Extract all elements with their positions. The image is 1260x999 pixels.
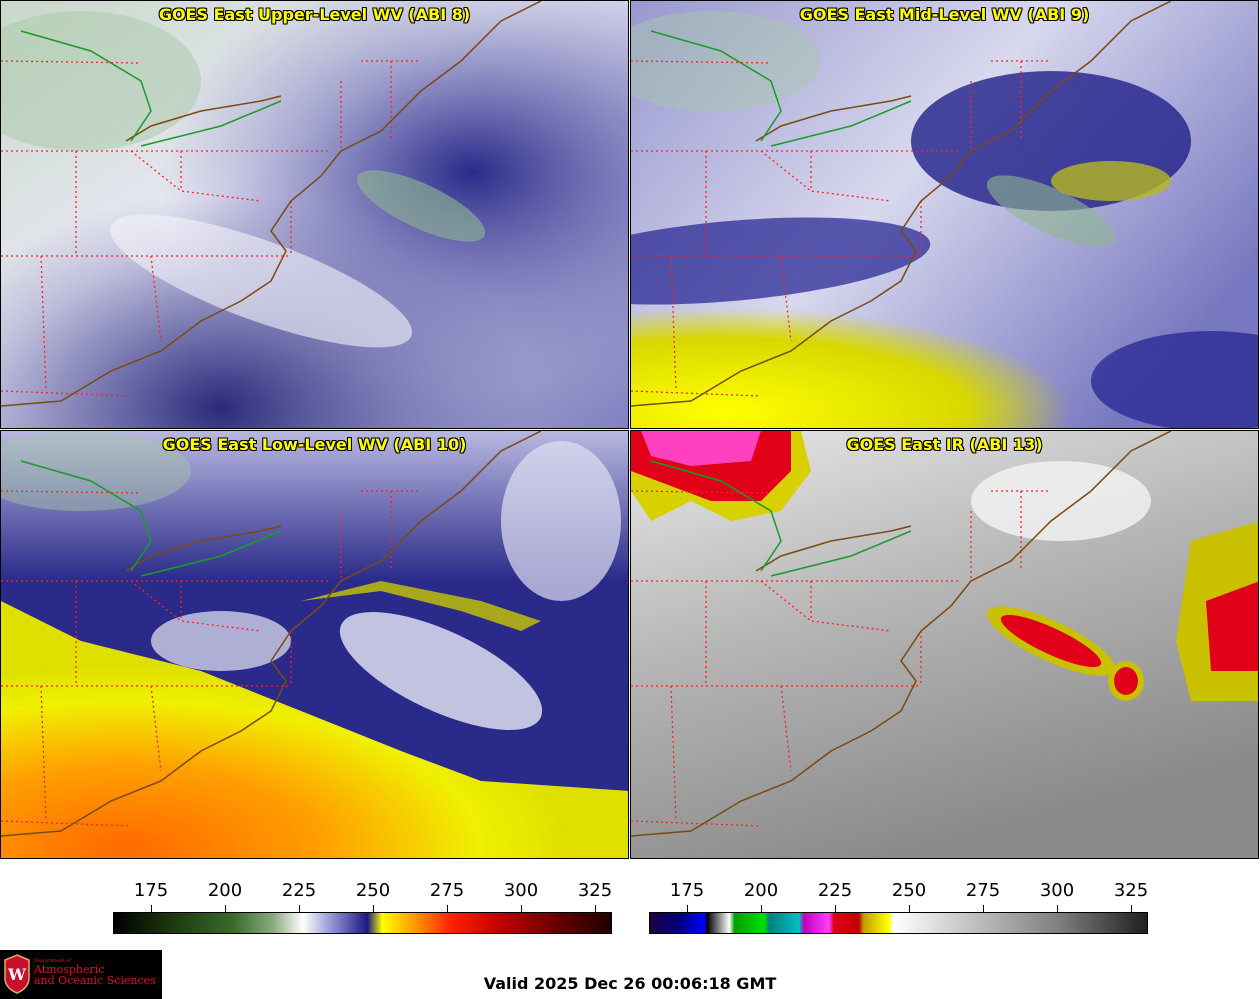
ir-tick-label: 225 [817, 880, 853, 901]
low-level-wv-image [1, 431, 628, 858]
wv-tick-label: 250 [355, 880, 391, 901]
upper-level-wv-image [1, 1, 628, 428]
panel-title: GOES East Upper-Level WV (ABI 8) [158, 5, 471, 24]
logo-line-atmospheric: Atmospheric [34, 963, 105, 976]
panel-ir: GOES East IR (ABI 13) [630, 430, 1259, 859]
wv-colorbar-gradient [113, 912, 612, 934]
panel-title: GOES East Low-Level WV (ABI 10) [162, 435, 467, 454]
wv-tick-label: 225 [281, 880, 317, 901]
panel-title: GOES East Mid-Level WV (ABI 9) [799, 5, 1090, 24]
ir-tick-label: 275 [965, 880, 1001, 901]
ir-map-overlay [631, 431, 1172, 837]
panel-upper-level-wv: GOES East Upper-Level WV (ABI 8) [0, 0, 629, 429]
ir-tick-label: 250 [891, 880, 927, 901]
ir-tick-label: 200 [743, 880, 779, 901]
wv-tick-label: 175 [133, 880, 169, 901]
ir-colorbar: 175 200 225 250 275 300 325 [649, 880, 1148, 940]
ir-tick-label: 300 [1039, 880, 1075, 901]
upper-level-wv-map-overlay [1, 1, 542, 407]
aos-logo: W Department of Atmospheric and Oceanic … [0, 950, 162, 999]
panel-mid-level-wv: GOES East Mid-Level WV (ABI 9) [630, 0, 1259, 429]
wv-colorbar: 175 200 225 250 275 300 325 [113, 880, 612, 940]
ir-tick-label: 325 [1113, 880, 1149, 901]
wv-tick-label: 300 [503, 880, 539, 901]
panel-low-level-wv: GOES East Low-Level WV (ABI 10) [0, 430, 629, 859]
wv-tick-label: 325 [577, 880, 613, 901]
svg-text:W: W [7, 965, 27, 984]
wv-tick-label: 275 [429, 880, 465, 901]
uw-shield-icon: W [4, 954, 30, 994]
wv-colorbar-tick-labels: 175 200 225 250 275 300 325 [113, 880, 612, 904]
mid-level-wv-image [631, 1, 1258, 428]
valid-time: Valid 2025 Dec 26 00:06:18 GMT [483, 974, 777, 993]
wv-colorbar-ticks [113, 905, 612, 913]
panel-title: GOES East IR (ABI 13) [846, 435, 1043, 454]
aos-logo-text: Department of Atmospheric and Oceanic Sc… [34, 958, 156, 986]
logo-line-oceanic: and Oceanic Sciences [34, 974, 156, 987]
logo-line-department: Department of [34, 958, 71, 964]
ir-image [631, 431, 1258, 858]
ir-colorbar-tick-labels: 175 200 225 250 275 300 325 [649, 880, 1148, 904]
mid-level-wv-map-overlay [631, 1, 1172, 407]
wv-tick-label: 200 [207, 880, 243, 901]
ir-tick-label: 175 [669, 880, 705, 901]
ir-colorbar-gradient [649, 912, 1148, 934]
low-level-wv-map-overlay [1, 431, 542, 837]
ir-colorbar-ticks [649, 905, 1148, 913]
